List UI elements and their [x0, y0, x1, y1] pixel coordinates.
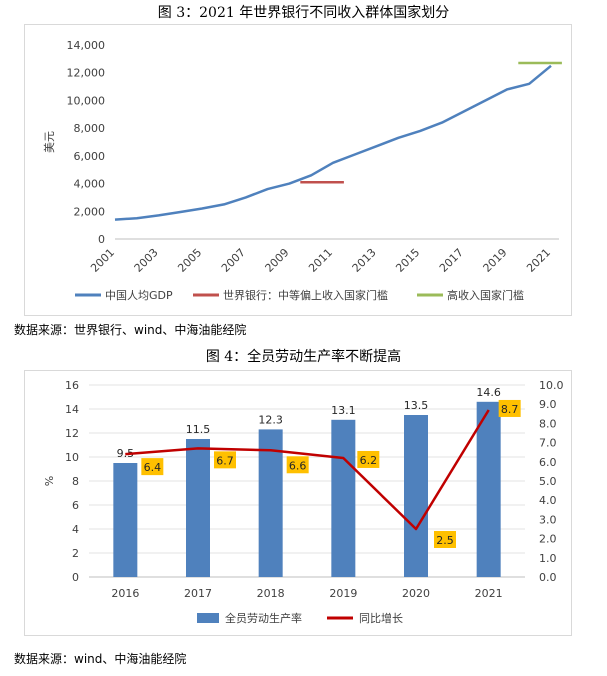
line-label-box	[214, 451, 236, 469]
bar	[258, 429, 283, 577]
series-growth-line	[125, 409, 490, 531]
y-tick-label: 0	[72, 571, 79, 584]
y2-tick-label: 8.0	[539, 417, 557, 430]
bar	[113, 463, 138, 577]
y-tick-label: 2,000	[74, 205, 106, 218]
line-data-label: 6.6	[289, 459, 307, 472]
figure-4-source: 数据来源：wind、中海油能经院	[14, 652, 187, 666]
x-tick-label: 2020	[402, 587, 430, 600]
legend-label: 全员劳动生产率	[225, 611, 302, 625]
x-tick-label: 2019	[481, 246, 510, 275]
y-tick-label: 14,000	[67, 39, 106, 52]
y-tick-label: 16	[65, 379, 79, 392]
y-tick-label: 10	[65, 451, 79, 464]
line-data-label: 2.5	[436, 534, 454, 547]
legend-label: 世界银行：中等偏上收入国家门槛	[223, 288, 388, 302]
y-tick-label: 8,000	[74, 122, 106, 135]
line-data-label: 6.4	[144, 461, 162, 474]
line-label-box	[434, 531, 456, 548]
bar-data-label: 13.1	[331, 404, 356, 417]
legend-label: 高收入国家门槛	[447, 288, 524, 302]
y-tick-label: 4,000	[74, 178, 106, 191]
bar	[404, 415, 428, 577]
y-axis-label: 美元	[43, 131, 56, 153]
y-tick-label: 6	[72, 499, 79, 512]
bar-data-label: 12.3	[258, 413, 283, 426]
bar-data-label: 13.5	[404, 399, 429, 412]
x-tick-label: 2001	[88, 246, 117, 275]
x-tick-label: 2009	[263, 246, 292, 275]
x-tick-label: 2019	[329, 587, 357, 600]
chart-3-frame: 0 2,000 4,000 6,000 8,000 10,000 12,000 14,000 2…	[24, 24, 572, 316]
y2-tick-label: 2.0	[539, 533, 557, 546]
x-tick-label: 2016	[111, 587, 139, 600]
line-data-label: 6.2	[360, 454, 378, 467]
y2-tick-label: 6.0	[539, 456, 557, 469]
x-tick-label: 2017	[184, 587, 212, 600]
y-tick-label: 8	[72, 475, 79, 488]
figure-3-title: 图 3：2021 年世界银行不同收入群体国家划分	[157, 5, 450, 21]
legend-swatch-bar	[197, 613, 219, 623]
y2-tick-label: 9.0	[539, 398, 557, 411]
x-tick-label: 2011	[306, 246, 335, 275]
y2-tick-label: 3.0	[539, 513, 557, 526]
y-tick-label: 10,000	[67, 94, 106, 107]
figure-3-source: 数据来源：世界银行、wind、中海油能经院	[14, 323, 247, 337]
chart-3-svg: 0 2,000 4,000 6,000 8,000 10,000 12,000 14,000 2…	[43, 39, 562, 302]
y-tick-label: 6,000	[74, 150, 106, 163]
y-axis-label: %	[43, 476, 56, 486]
bar	[476, 401, 501, 577]
x-tick-label: 2007	[219, 246, 248, 275]
x-tick-label: 2021	[524, 246, 553, 275]
y2-tick-label: 7.0	[539, 437, 557, 450]
x-tick-label: 2017	[437, 246, 466, 275]
y-tick-label: 14	[65, 403, 79, 416]
y-tick-label: 12,000	[67, 67, 106, 80]
y2-tick-label: 10.0	[539, 379, 564, 392]
y2-tick-label: 0.0	[539, 571, 557, 584]
line-data-label: 8.7	[501, 403, 518, 416]
y-tick-label: 12	[65, 427, 79, 440]
line-label-box	[286, 456, 309, 474]
x-tick-label: 2005	[175, 246, 204, 275]
bar	[186, 439, 210, 577]
line-data-label: 6.7	[216, 454, 234, 467]
line-label-box	[498, 399, 521, 417]
y-tick-label: 2	[72, 547, 79, 560]
y2-tick-label: 5.0	[539, 475, 557, 488]
x-tick-label: 2015	[393, 246, 422, 275]
line-label-box	[141, 458, 164, 476]
bar-data-label: 11.5	[186, 423, 211, 436]
bar	[331, 419, 356, 577]
x-tick-label: 2021	[475, 587, 503, 600]
chart-4-svg: 0 2 4 6 8 10 12 14 16 0.0 1.0 2.0 3.0 4.0 5.0 6.0 7.0 8.0…	[43, 379, 564, 625]
chart-4-frame: 0 2 4 6 8 10 12 14 16 0.0 1.0 2.0 3.0 4.0 5.0 6.0 7.0 8.0…	[24, 370, 572, 636]
x-tick-label: 2018	[257, 587, 285, 600]
line-label-box	[357, 450, 380, 468]
y2-tick-label: 4.0	[539, 494, 557, 507]
legend-label: 中国人均GDP	[105, 289, 173, 302]
legend-label: 同比增长	[359, 611, 403, 625]
y2-tick-label: 1.0	[539, 552, 557, 565]
bar-data-label: 14.6	[476, 386, 501, 399]
x-tick-label: 2013	[350, 246, 379, 275]
y-tick-label: 4	[72, 523, 79, 536]
y-tick-label: 0	[98, 233, 105, 246]
x-tick-label: 2003	[132, 246, 161, 275]
figure-4-title: 图 4：全员劳动生产率不断提高	[205, 349, 402, 365]
series-china-gdp-line	[114, 64, 552, 221]
